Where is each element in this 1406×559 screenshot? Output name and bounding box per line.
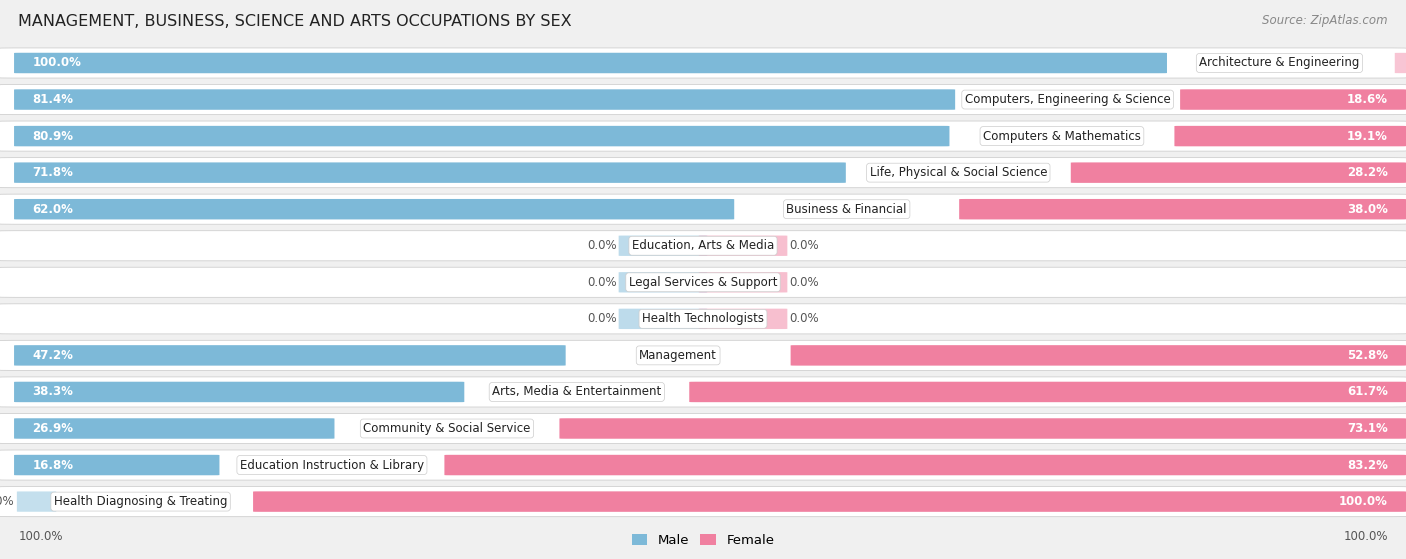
Text: 18.6%: 18.6% bbox=[1347, 93, 1388, 106]
FancyBboxPatch shape bbox=[0, 304, 1406, 334]
FancyBboxPatch shape bbox=[14, 382, 464, 402]
FancyBboxPatch shape bbox=[959, 199, 1406, 220]
Text: 0.0%: 0.0% bbox=[0, 495, 14, 508]
FancyBboxPatch shape bbox=[1180, 89, 1406, 110]
Text: 0.0%: 0.0% bbox=[789, 276, 818, 289]
FancyBboxPatch shape bbox=[14, 126, 949, 146]
Text: 0.0%: 0.0% bbox=[789, 312, 818, 325]
Text: 28.2%: 28.2% bbox=[1347, 166, 1388, 179]
FancyBboxPatch shape bbox=[14, 199, 734, 220]
Text: Architecture & Engineering: Architecture & Engineering bbox=[1199, 56, 1360, 69]
FancyBboxPatch shape bbox=[790, 345, 1406, 366]
Text: Health Technologists: Health Technologists bbox=[643, 312, 763, 325]
Text: MANAGEMENT, BUSINESS, SCIENCE AND ARTS OCCUPATIONS BY SEX: MANAGEMENT, BUSINESS, SCIENCE AND ARTS O… bbox=[18, 14, 572, 29]
FancyBboxPatch shape bbox=[0, 121, 1406, 151]
FancyBboxPatch shape bbox=[689, 382, 1406, 402]
Text: 26.9%: 26.9% bbox=[32, 422, 73, 435]
Text: 83.2%: 83.2% bbox=[1347, 458, 1388, 472]
FancyBboxPatch shape bbox=[560, 418, 1406, 439]
Text: 52.8%: 52.8% bbox=[1347, 349, 1388, 362]
Text: 81.4%: 81.4% bbox=[32, 93, 73, 106]
FancyBboxPatch shape bbox=[0, 486, 1406, 517]
Text: 80.9%: 80.9% bbox=[32, 130, 73, 143]
FancyBboxPatch shape bbox=[0, 340, 1406, 371]
Text: Community & Social Service: Community & Social Service bbox=[363, 422, 530, 435]
FancyBboxPatch shape bbox=[0, 158, 1406, 188]
Text: Health Diagnosing & Treating: Health Diagnosing & Treating bbox=[53, 495, 228, 508]
FancyBboxPatch shape bbox=[0, 48, 1406, 78]
Text: Life, Physical & Social Science: Life, Physical & Social Science bbox=[869, 166, 1047, 179]
Text: 0.0%: 0.0% bbox=[588, 276, 617, 289]
FancyBboxPatch shape bbox=[14, 418, 335, 439]
FancyBboxPatch shape bbox=[1395, 53, 1406, 73]
Text: 100.0%: 100.0% bbox=[32, 56, 82, 69]
Text: Education, Arts & Media: Education, Arts & Media bbox=[631, 239, 775, 252]
Text: Education Instruction & Library: Education Instruction & Library bbox=[240, 458, 425, 472]
FancyBboxPatch shape bbox=[14, 89, 955, 110]
FancyBboxPatch shape bbox=[0, 414, 1406, 443]
Text: Arts, Media & Entertainment: Arts, Media & Entertainment bbox=[492, 386, 661, 399]
Text: Legal Services & Support: Legal Services & Support bbox=[628, 276, 778, 289]
Text: 71.8%: 71.8% bbox=[32, 166, 73, 179]
Text: Source: ZipAtlas.com: Source: ZipAtlas.com bbox=[1263, 14, 1388, 27]
FancyBboxPatch shape bbox=[14, 455, 219, 475]
Text: Computers & Mathematics: Computers & Mathematics bbox=[983, 130, 1140, 143]
Text: 19.1%: 19.1% bbox=[1347, 130, 1388, 143]
FancyBboxPatch shape bbox=[619, 235, 707, 256]
FancyBboxPatch shape bbox=[619, 309, 707, 329]
FancyBboxPatch shape bbox=[699, 309, 787, 329]
Text: 61.7%: 61.7% bbox=[1347, 386, 1388, 399]
FancyBboxPatch shape bbox=[253, 491, 1406, 512]
Text: 16.8%: 16.8% bbox=[32, 458, 73, 472]
Text: 100.0%: 100.0% bbox=[1339, 495, 1388, 508]
FancyBboxPatch shape bbox=[0, 194, 1406, 224]
Text: Management: Management bbox=[640, 349, 717, 362]
FancyBboxPatch shape bbox=[14, 163, 846, 183]
Text: 38.3%: 38.3% bbox=[32, 386, 73, 399]
Text: 0.0%: 0.0% bbox=[789, 239, 818, 252]
FancyBboxPatch shape bbox=[14, 53, 1167, 73]
FancyBboxPatch shape bbox=[699, 272, 787, 292]
FancyBboxPatch shape bbox=[0, 450, 1406, 480]
FancyBboxPatch shape bbox=[0, 267, 1406, 297]
Text: 100.0%: 100.0% bbox=[18, 530, 63, 543]
Text: 62.0%: 62.0% bbox=[32, 203, 73, 216]
FancyBboxPatch shape bbox=[1174, 126, 1406, 146]
FancyBboxPatch shape bbox=[444, 455, 1406, 475]
FancyBboxPatch shape bbox=[14, 345, 565, 366]
Text: Business & Financial: Business & Financial bbox=[786, 203, 907, 216]
FancyBboxPatch shape bbox=[0, 84, 1406, 115]
FancyBboxPatch shape bbox=[17, 491, 56, 511]
FancyBboxPatch shape bbox=[699, 235, 787, 256]
Text: 0.0%: 0.0% bbox=[588, 312, 617, 325]
FancyBboxPatch shape bbox=[1071, 163, 1406, 183]
Text: 47.2%: 47.2% bbox=[32, 349, 73, 362]
Text: 38.0%: 38.0% bbox=[1347, 203, 1388, 216]
Text: 0.0%: 0.0% bbox=[588, 239, 617, 252]
FancyBboxPatch shape bbox=[0, 377, 1406, 407]
Text: Computers, Engineering & Science: Computers, Engineering & Science bbox=[965, 93, 1171, 106]
FancyBboxPatch shape bbox=[0, 231, 1406, 261]
Legend: Male, Female: Male, Female bbox=[626, 529, 780, 552]
FancyBboxPatch shape bbox=[619, 272, 707, 292]
Text: 73.1%: 73.1% bbox=[1347, 422, 1388, 435]
Text: 100.0%: 100.0% bbox=[1343, 530, 1388, 543]
